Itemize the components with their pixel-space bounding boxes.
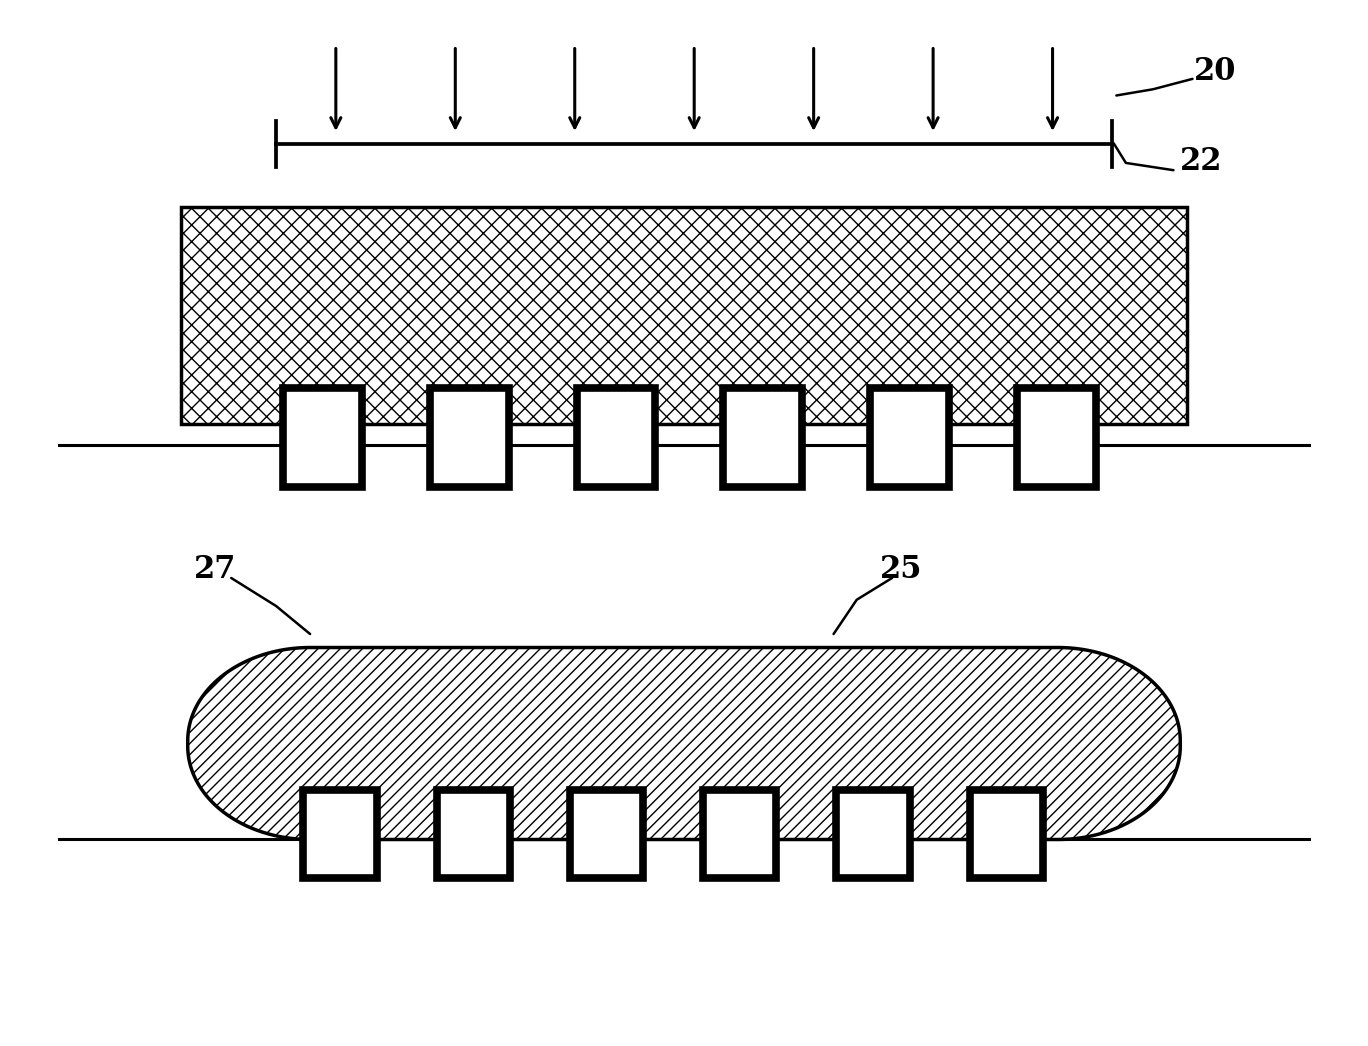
Text: 27: 27 — [194, 554, 237, 585]
Polygon shape — [187, 647, 1181, 840]
Bar — [1018, 388, 1096, 486]
Bar — [970, 790, 1042, 878]
Bar — [836, 790, 910, 878]
Bar — [570, 790, 643, 878]
Bar — [870, 388, 949, 486]
Text: 20: 20 — [1194, 56, 1237, 87]
Bar — [724, 388, 802, 486]
Bar — [703, 790, 777, 878]
Text: 22: 22 — [1181, 146, 1223, 178]
Bar — [181, 206, 1187, 425]
Bar — [283, 388, 361, 486]
Bar — [430, 388, 509, 486]
Bar — [576, 388, 655, 486]
Text: 25: 25 — [881, 554, 923, 585]
Bar — [436, 790, 510, 878]
Bar — [304, 790, 376, 878]
